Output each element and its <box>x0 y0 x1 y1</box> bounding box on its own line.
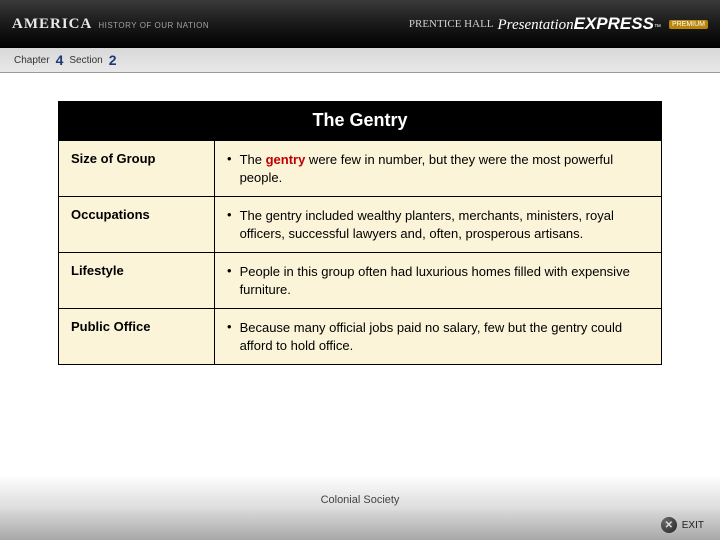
app-header: AMERICA HISTORY OF OUR NATION PRENTICE H… <box>0 0 720 48</box>
bullet-text: Because many official jobs paid no salar… <box>240 319 649 354</box>
bullet-icon: • <box>227 319 232 354</box>
exit-label: EXIT <box>682 520 704 531</box>
row-label: Occupations <box>59 197 215 253</box>
breadcrumb: Chapter 4 Section 2 <box>0 48 720 73</box>
table-title: The Gentry <box>58 101 662 140</box>
header-left: AMERICA HISTORY OF OUR NATION <box>12 16 209 33</box>
bullet-text: The gentry included wealthy planters, me… <box>240 207 649 242</box>
publisher-label: PRENTICE HALL <box>409 18 494 30</box>
highlight-word: gentry <box>266 152 306 167</box>
premium-badge: PREMIUM <box>669 20 708 29</box>
header-right: PRENTICE HALL Presentation EXPRESS ™ PRE… <box>409 14 708 34</box>
trademark: ™ <box>654 24 661 31</box>
row-label: Lifestyle <box>59 253 215 309</box>
close-icon: ✕ <box>661 517 677 533</box>
section-label: Section <box>69 55 102 66</box>
footer-caption: Colonial Society <box>0 494 720 506</box>
bullet-text: People in this group often had luxurious… <box>240 263 649 298</box>
row-label: Public Office <box>59 309 215 365</box>
bullet-icon: • <box>227 263 232 298</box>
bullet-icon: • <box>227 151 232 186</box>
table-row: Occupations•The gentry included wealthy … <box>59 197 662 253</box>
bullet-text: The gentry were few in number, but they … <box>240 151 649 186</box>
row-content: •The gentry included wealthy planters, m… <box>215 197 662 253</box>
row-content: •Because many official jobs paid no sala… <box>215 309 662 365</box>
bullet-icon: • <box>227 207 232 242</box>
product-word-a: Presentation <box>498 17 574 34</box>
table-row: Public Office•Because many official jobs… <box>59 309 662 365</box>
close-glyph: ✕ <box>665 520 673 531</box>
row-content: •People in this group often had luxuriou… <box>215 253 662 309</box>
row-content: •The gentry were few in number, but they… <box>215 141 662 197</box>
row-label: Size of Group <box>59 141 215 197</box>
brand-title: AMERICA <box>12 16 92 33</box>
product-word-b: EXPRESS <box>574 14 654 34</box>
chapter-number: 4 <box>56 52 64 68</box>
footer-bar: ✕ EXIT <box>0 510 720 540</box>
exit-button[interactable]: ✕ EXIT <box>661 517 704 533</box>
table-row: Lifestyle•People in this group often had… <box>59 253 662 309</box>
table-row: Size of Group•The gentry were few in num… <box>59 141 662 197</box>
product-name: Presentation EXPRESS ™ <box>498 14 661 34</box>
section-number: 2 <box>109 52 117 68</box>
brand-subtitle: HISTORY OF OUR NATION <box>98 21 209 30</box>
gentry-table: Size of Group•The gentry were few in num… <box>58 140 662 365</box>
slide-content: The Gentry Size of Group•The gentry were… <box>0 73 720 365</box>
chapter-label: Chapter <box>14 55 50 66</box>
